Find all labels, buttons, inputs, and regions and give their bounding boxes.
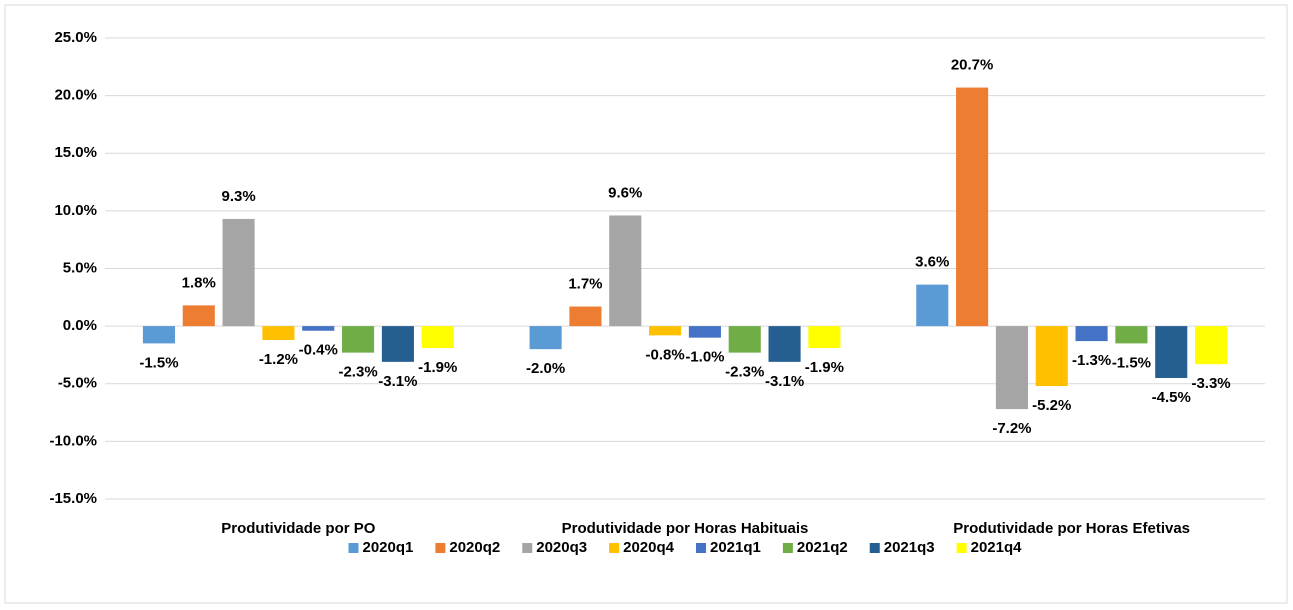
legend-swatch [609, 543, 620, 553]
x-tick-label: Produtividade por Horas Habituais [562, 520, 809, 537]
legend-label: 2021q3 [884, 539, 935, 556]
legend-label: 2020q3 [536, 539, 587, 556]
chart-border [4, 4, 1288, 604]
data-label: -1.3% [1072, 352, 1111, 369]
bar [182, 305, 215, 327]
data-label: 9.3% [221, 188, 255, 205]
y-tick-label: -15.0% [49, 490, 97, 507]
bar [688, 326, 721, 338]
y-tick-label: -5.0% [58, 375, 97, 392]
legend-label: 2020q4 [623, 539, 675, 556]
bar [381, 326, 414, 362]
x-tick-label: Produtividade por PO [221, 520, 376, 537]
data-label: -2.3% [725, 364, 764, 381]
data-label: 9.6% [608, 184, 642, 201]
legend-label: 2020q2 [449, 539, 500, 556]
y-tick-label: 15.0% [54, 144, 97, 161]
bar [768, 326, 801, 362]
y-tick-label: 5.0% [63, 259, 97, 276]
y-tick-label: -10.0% [49, 432, 97, 449]
legend-label: 2020q1 [363, 539, 414, 556]
data-label: -5.2% [1032, 397, 1071, 414]
data-label: -1.2% [259, 351, 298, 368]
bar [1115, 326, 1148, 344]
bar [808, 326, 841, 349]
legend-label: 2021q1 [710, 539, 761, 556]
data-label: -2.3% [338, 364, 377, 381]
data-label: -1.9% [805, 359, 844, 376]
bar [1075, 326, 1108, 342]
bar [302, 326, 335, 331]
bar [649, 326, 682, 336]
bar [956, 87, 989, 327]
data-label: -7.2% [992, 420, 1031, 437]
x-tick-label: Produtividade por Horas Efetivas [953, 520, 1190, 537]
bar [1195, 326, 1228, 365]
y-tick-label: 10.0% [54, 202, 97, 219]
legend-label: 2021q2 [797, 539, 848, 556]
data-label: 20.7% [951, 57, 994, 74]
bar [262, 326, 295, 340]
bar [529, 326, 562, 350]
bar [916, 284, 949, 327]
bar [1155, 326, 1188, 378]
data-label: -1.5% [139, 354, 178, 371]
bar [728, 326, 761, 353]
data-label: -2.0% [526, 360, 565, 377]
legend-swatch [696, 543, 706, 553]
bar [421, 326, 454, 349]
legend-swatch [522, 543, 533, 553]
y-tick-label: 0.0% [63, 317, 97, 334]
bar [609, 215, 642, 327]
data-label: -3.1% [765, 373, 804, 390]
y-tick-label: 20.0% [54, 87, 97, 104]
data-label: -0.8% [645, 346, 684, 363]
bar [995, 326, 1028, 410]
bar [342, 326, 375, 353]
legend-swatch [869, 543, 880, 553]
data-label: -1.9% [418, 359, 457, 376]
data-label: -3.3% [1191, 375, 1230, 392]
bar [142, 326, 175, 344]
data-label: -3.1% [378, 373, 417, 390]
legend-swatch [782, 543, 793, 553]
bar [569, 306, 602, 327]
legend-swatch [435, 543, 446, 553]
legend-swatch [956, 543, 967, 553]
data-label: 1.7% [568, 276, 602, 293]
legend-label: 2021q4 [971, 539, 1023, 556]
data-label: -1.0% [685, 349, 724, 366]
data-label: 1.8% [182, 274, 216, 291]
data-label: -1.5% [1112, 354, 1151, 371]
data-label: -4.5% [1152, 389, 1191, 406]
data-label: -0.4% [299, 342, 338, 359]
y-tick-label: 25.0% [54, 29, 97, 46]
bar [222, 218, 255, 327]
bar [1035, 326, 1068, 387]
legend-swatch [348, 543, 359, 553]
data-label: 3.6% [915, 254, 949, 271]
